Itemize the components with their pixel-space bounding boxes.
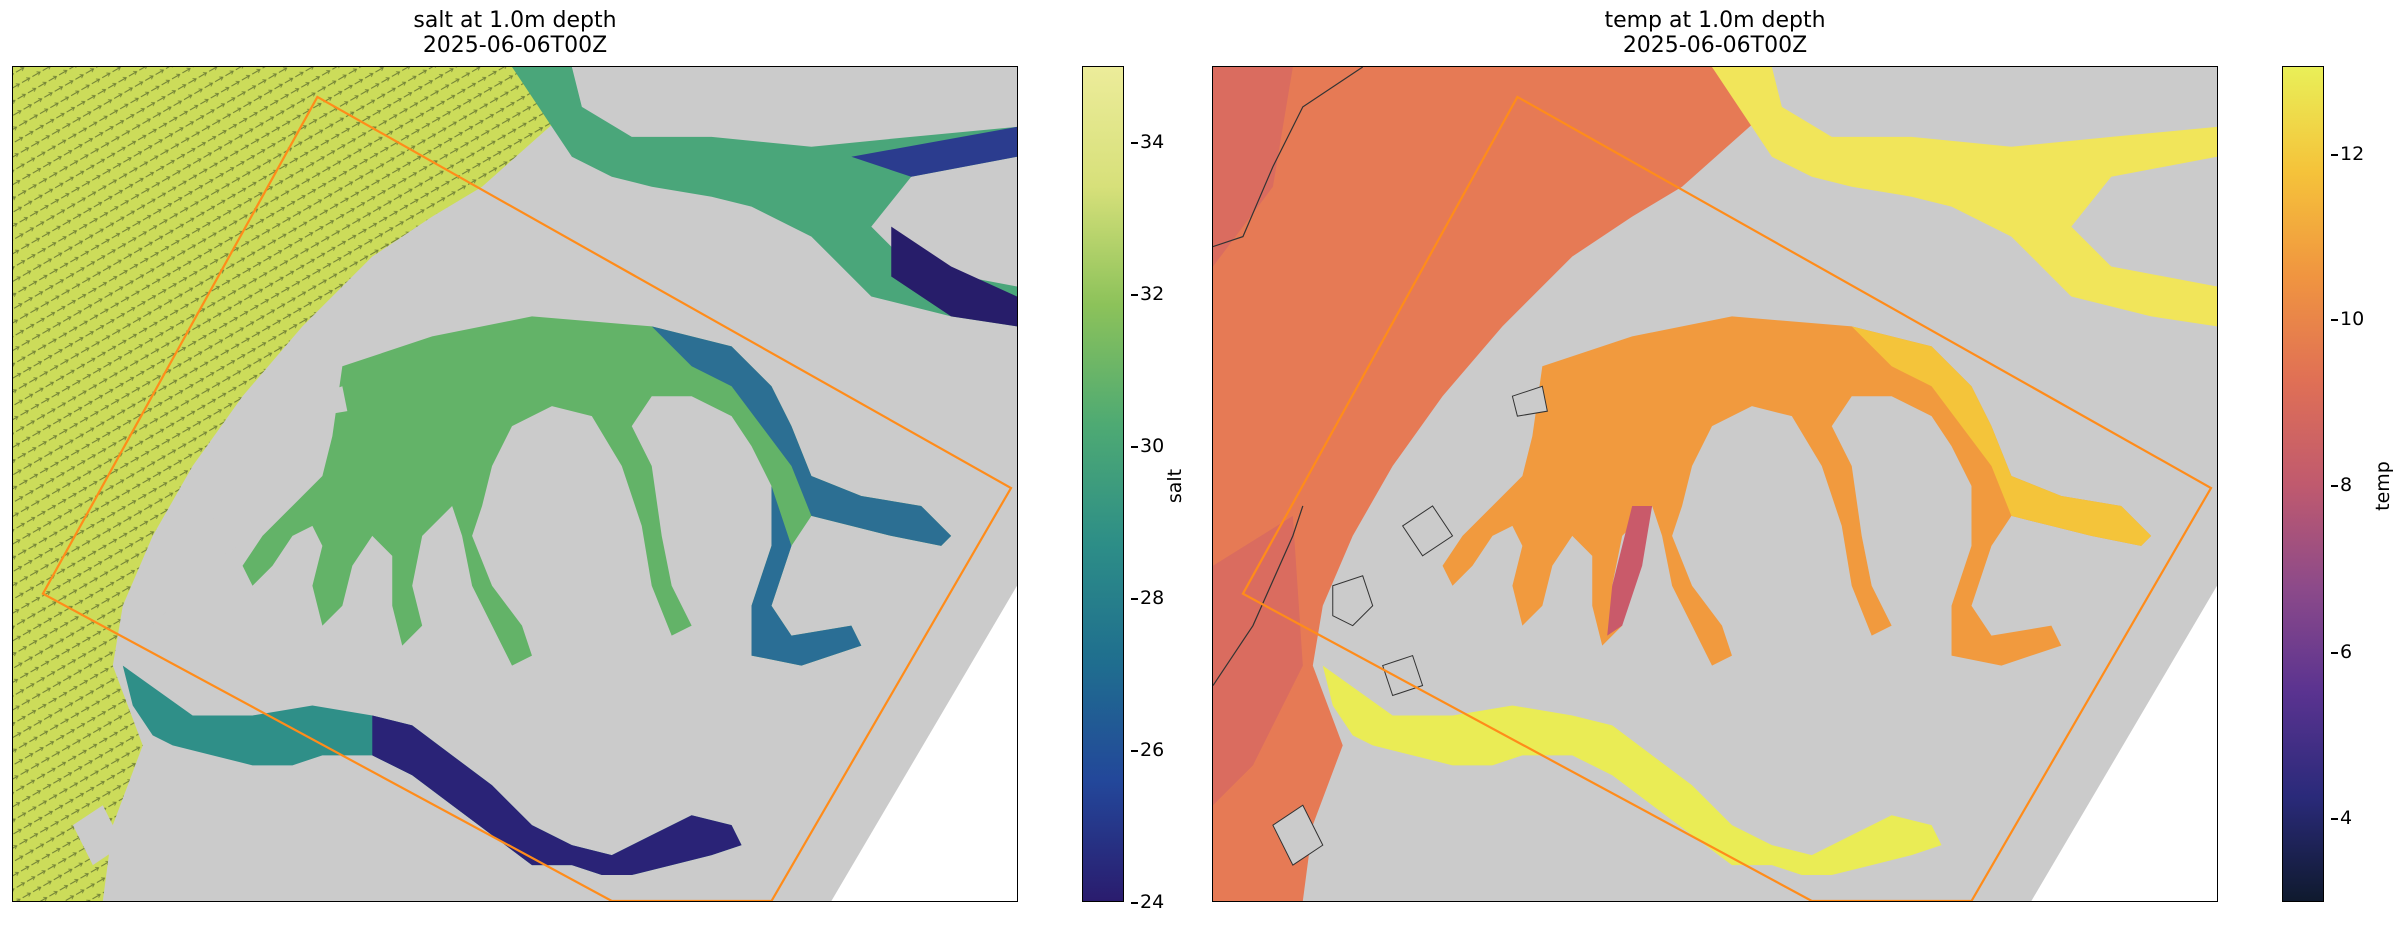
- temp-colorbar-label: temp: [2371, 461, 2394, 511]
- temp-domain-box: [1241, 95, 2213, 901]
- temp-offshore-cool: [1213, 67, 1303, 806]
- salt-islands: [72, 386, 348, 866]
- salt-colorbar: [1082, 66, 1124, 902]
- salt-title-line1: salt at 1.0m depth: [413, 8, 617, 33]
- salt-nodata-wedge: [831, 585, 1017, 901]
- temp-panel-title: temp at 1.0m depth 2025-06-06T00Z: [1212, 8, 2218, 58]
- temp-south-fjord: [1322, 665, 1942, 876]
- salt-north-channel: [512, 67, 1017, 327]
- salt-tick-30: 30: [1130, 435, 1165, 457]
- temp-title-line1: temp at 1.0m depth: [1604, 8, 1826, 33]
- temp-open-sea: [1213, 67, 1772, 901]
- temp-tick-12: 12: [2330, 143, 2365, 165]
- salt-tick-34: 34: [1130, 131, 1165, 153]
- salt-north-arm-deep2: [891, 226, 1017, 327]
- salt-title-line2: 2025-06-06T00Z: [422, 33, 608, 58]
- salt-tick-26: 26: [1130, 739, 1165, 761]
- temp-tick-6: 6: [2330, 641, 2353, 663]
- temp-central-fjord-upper: [1851, 326, 2152, 546]
- temp-north-channel: [1712, 67, 2217, 327]
- temp-map[interactable]: [1212, 66, 2218, 902]
- temp-tick-4: 4: [2330, 807, 2353, 829]
- temp-tick-10: 10: [2330, 308, 2365, 330]
- salt-tick-32: 32: [1130, 283, 1165, 305]
- salt-central-fjord-east: [751, 485, 862, 666]
- salt-map[interactable]: [12, 66, 1018, 902]
- temp-nodata-wedge: [2031, 585, 2217, 901]
- salt-central-fjord-upper: [651, 326, 952, 546]
- temp-title-line2: 2025-06-06T00Z: [1622, 33, 1808, 58]
- temp-islands: [1272, 385, 1548, 866]
- salt-north-arm-deep: [851, 126, 1017, 177]
- temp-fjord-cool-arm: [1607, 505, 1653, 636]
- temp-tick-8: 8: [2330, 474, 2353, 496]
- salt-panel-title: salt at 1.0m depth 2025-06-06T00Z: [12, 8, 1018, 58]
- salt-tick-28: 28: [1130, 587, 1165, 609]
- salt-tick-24: 24: [1130, 891, 1165, 913]
- salt-map-graphic: [13, 67, 1017, 901]
- temp-colorbar: [2282, 66, 2324, 902]
- temp-contour-2: [1213, 505, 1304, 686]
- temp-contour: [1213, 67, 1364, 248]
- salt-domain-box: [41, 95, 1013, 901]
- salt-shelf: [13, 67, 572, 901]
- temp-map-graphic: [1213, 67, 2217, 901]
- salt-colorbar-label: salt: [1164, 468, 1187, 504]
- salt-south-fjord-deep: [372, 715, 742, 876]
